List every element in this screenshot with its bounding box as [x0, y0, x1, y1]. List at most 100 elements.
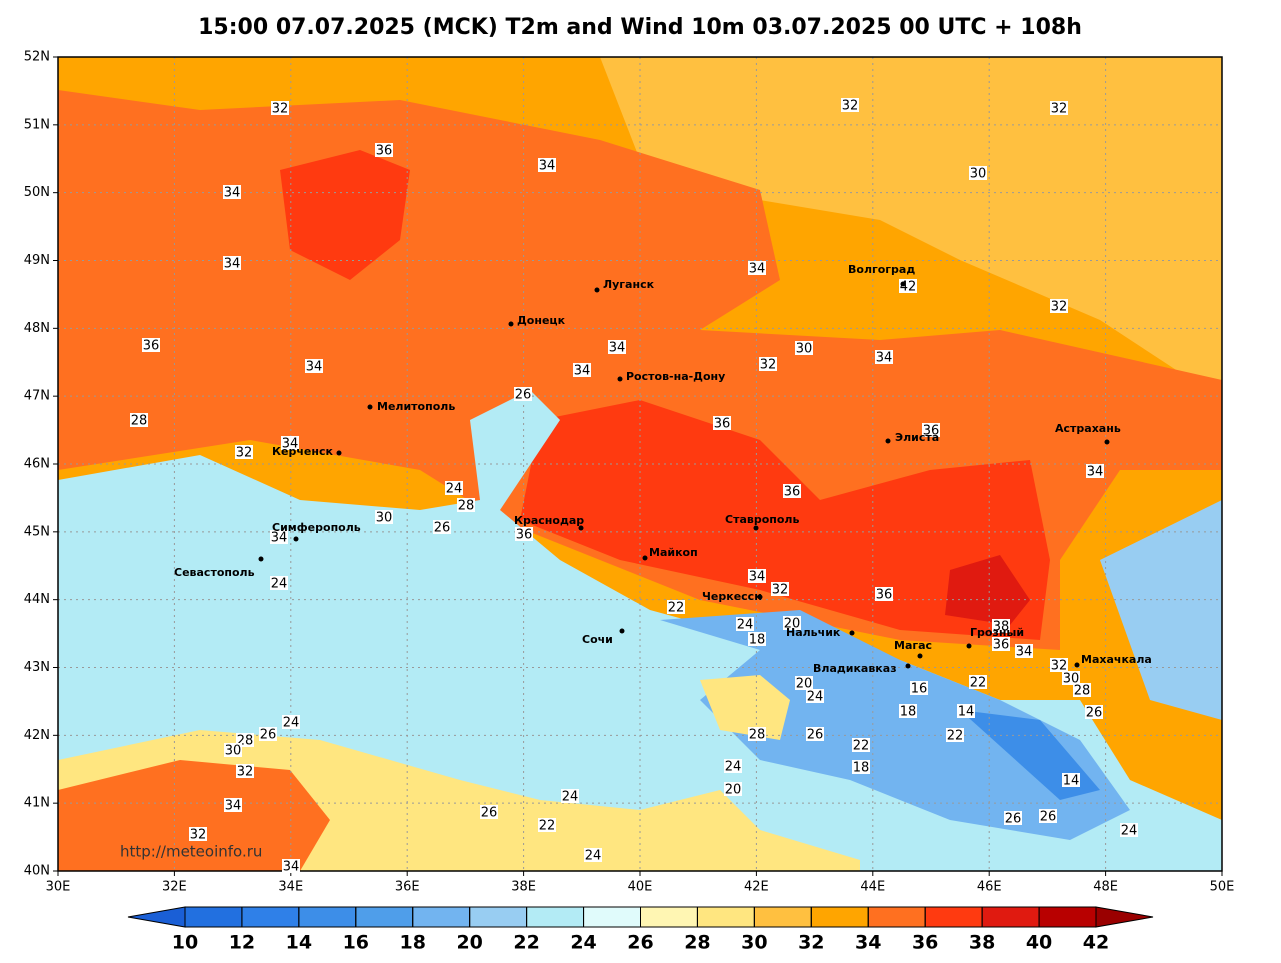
city-name: Владикавказ	[813, 662, 897, 675]
label-box	[852, 760, 870, 774]
contour-label: 32	[842, 99, 859, 114]
colorbar-bin	[810, 906, 869, 928]
contour-label: 24	[585, 849, 602, 864]
label-box	[514, 387, 532, 401]
lon-tick-label: 32E	[162, 880, 187, 895]
city-dot	[336, 450, 342, 456]
city-name: Нальчик	[786, 626, 841, 639]
colorbar-bin	[469, 906, 528, 928]
label-box	[736, 617, 754, 631]
label-box	[457, 498, 475, 512]
label-box	[910, 681, 928, 695]
label-box	[748, 261, 766, 275]
city-name: Элиста	[895, 431, 939, 444]
contour-label: 24	[725, 760, 742, 775]
contour-label: 26	[515, 388, 532, 403]
label-box	[771, 582, 789, 596]
contour-label: 18	[900, 705, 917, 720]
lon-tick-label: 44E	[860, 880, 885, 895]
contour-label: 34	[749, 570, 766, 585]
contour-label: 24	[283, 716, 300, 731]
label-box	[748, 727, 766, 741]
label-box	[806, 727, 824, 741]
city-dot	[642, 555, 648, 561]
contour-label: 30	[1063, 672, 1080, 687]
contour-label: 32	[272, 102, 289, 117]
city-name: Краснодар	[514, 514, 584, 527]
lon-tick-label: 42E	[744, 880, 769, 895]
city-dot	[753, 525, 759, 531]
lon-tick-label: 36E	[395, 880, 420, 895]
label-box	[1050, 658, 1068, 672]
lon-tick-label: 48E	[1093, 880, 1118, 895]
colorbar-tick-label: 28	[684, 932, 710, 954]
colorbar-tick-label: 30	[741, 932, 767, 954]
label-box	[281, 436, 299, 450]
label-box	[969, 166, 987, 180]
contour-label: 20	[725, 783, 742, 798]
contour-label: 36	[376, 144, 393, 159]
label-box	[282, 715, 300, 729]
contour-label: 28	[1074, 684, 1091, 699]
city-dot	[367, 404, 373, 410]
contour-label: 14	[1063, 774, 1080, 789]
label-box	[795, 676, 813, 690]
colorbar-tick-label: 20	[456, 932, 482, 954]
colorbar-tick-label: 24	[570, 932, 596, 954]
label-box	[223, 256, 241, 270]
label-box	[375, 143, 393, 157]
contour-label: 24	[1121, 824, 1138, 839]
contour-label: 34	[574, 364, 591, 379]
city-dot	[508, 321, 514, 327]
map-frame	[57, 56, 1223, 872]
label-box	[992, 619, 1010, 633]
city-name: Керченск	[272, 445, 333, 458]
colorbar-tick-label: 16	[343, 932, 369, 954]
contour-label: 34	[1016, 645, 1033, 660]
colorbar-bin	[753, 906, 812, 928]
city-name: Волгоград	[848, 263, 915, 276]
colorbar-bin	[696, 906, 755, 928]
label-box	[1073, 683, 1091, 697]
city-name: Грозный	[970, 626, 1024, 639]
label-box	[969, 675, 987, 689]
label-box	[1015, 644, 1033, 658]
colorbar-bin	[1038, 906, 1097, 928]
contour-label: 34	[306, 360, 323, 375]
label-box	[946, 728, 964, 742]
label-box	[795, 341, 813, 355]
contour-label: 32	[237, 765, 254, 780]
city-dot	[578, 525, 584, 531]
lat-tick-label: 41N	[24, 796, 50, 811]
label-box	[957, 704, 975, 718]
colorbar-tick-label: 34	[855, 932, 881, 954]
label-box	[1086, 464, 1104, 478]
label-box	[783, 616, 801, 630]
city-name: Сочи	[582, 633, 613, 646]
contour-label: 22	[668, 601, 685, 616]
lat-tick-label: 48N	[24, 321, 50, 336]
label-box	[142, 338, 160, 352]
contour-label: 36	[993, 638, 1010, 653]
contour-label: 24	[271, 577, 288, 592]
label-box	[841, 98, 859, 112]
label-box	[1062, 773, 1080, 787]
lat-tick-label: 40N	[24, 864, 50, 879]
contour-label: 24	[446, 482, 463, 497]
label-box	[223, 185, 241, 199]
contour-label: 34	[224, 186, 241, 201]
contour-label: 28	[131, 414, 148, 429]
lat-tick-label: 45N	[24, 524, 50, 539]
label-box	[1050, 101, 1068, 115]
contour-label: 34	[1087, 465, 1104, 480]
lat-tick-label: 51N	[24, 117, 50, 132]
lat-tick-label: 47N	[24, 389, 50, 404]
contour-label: 34	[224, 257, 241, 272]
contour-label: 26	[807, 728, 824, 743]
lon-tick-label: 38E	[511, 880, 536, 895]
lat-tick-label: 52N	[24, 50, 50, 65]
colorbar-bin	[867, 906, 926, 928]
city-dot	[966, 643, 972, 649]
city-name: Луганск	[603, 278, 655, 291]
